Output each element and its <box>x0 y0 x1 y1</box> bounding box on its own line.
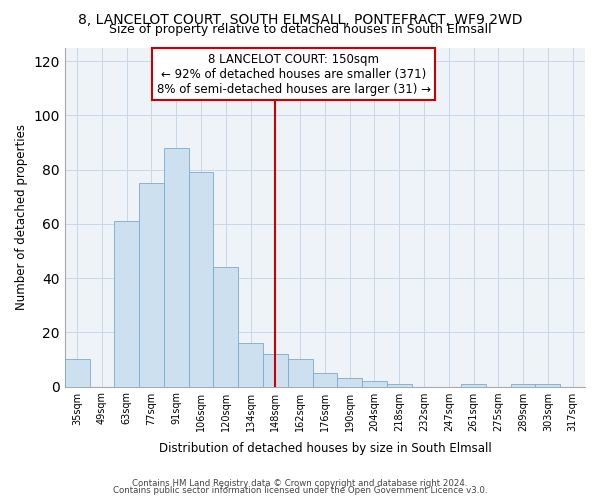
Bar <box>461 384 486 386</box>
Bar <box>214 267 238 386</box>
Bar <box>115 221 139 386</box>
Bar <box>387 384 412 386</box>
Bar <box>511 384 535 386</box>
Bar <box>65 360 89 386</box>
Bar <box>288 360 313 386</box>
Bar <box>313 373 337 386</box>
Bar <box>139 183 164 386</box>
Text: Contains HM Land Registry data © Crown copyright and database right 2024.: Contains HM Land Registry data © Crown c… <box>132 478 468 488</box>
Bar <box>188 172 214 386</box>
Bar <box>337 378 362 386</box>
Text: Size of property relative to detached houses in South Elmsall: Size of property relative to detached ho… <box>109 22 491 36</box>
Text: 8 LANCELOT COURT: 150sqm
← 92% of detached houses are smaller (371)
8% of semi-d: 8 LANCELOT COURT: 150sqm ← 92% of detach… <box>157 52 431 96</box>
Bar <box>164 148 188 386</box>
Bar <box>238 343 263 386</box>
Bar <box>535 384 560 386</box>
X-axis label: Distribution of detached houses by size in South Elmsall: Distribution of detached houses by size … <box>158 442 491 455</box>
Y-axis label: Number of detached properties: Number of detached properties <box>15 124 28 310</box>
Bar <box>263 354 288 386</box>
Bar <box>362 381 387 386</box>
Text: Contains public sector information licensed under the Open Government Licence v3: Contains public sector information licen… <box>113 486 487 495</box>
Text: 8, LANCELOT COURT, SOUTH ELMSALL, PONTEFRACT, WF9 2WD: 8, LANCELOT COURT, SOUTH ELMSALL, PONTEF… <box>78 12 522 26</box>
